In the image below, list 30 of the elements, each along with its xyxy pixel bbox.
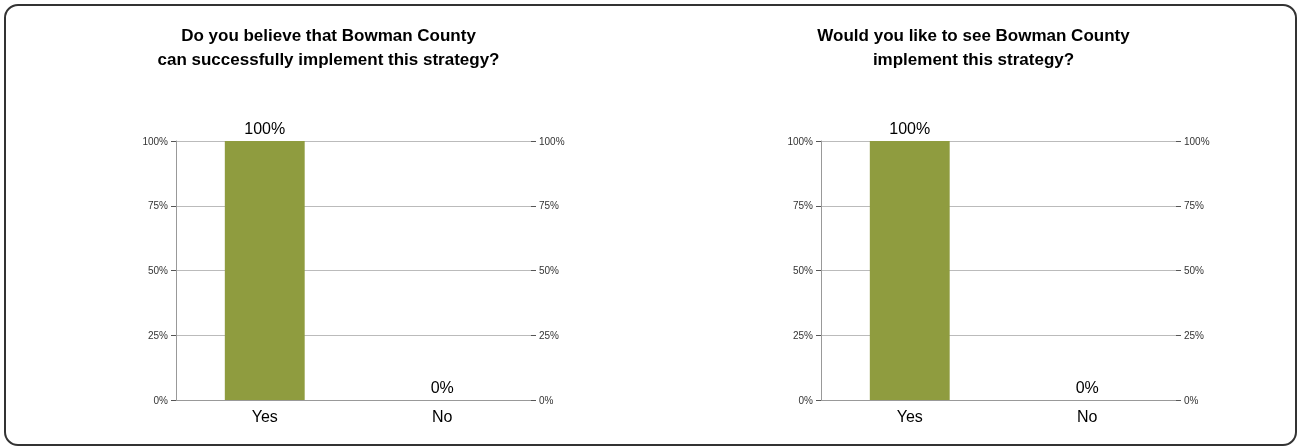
y2-tick-label: 75% [1183,200,1204,212]
y-tick-label: 0% [798,394,813,406]
chart-title: Do you believe that Bowman County can successfully implement this strategy? [157,25,500,69]
y-tick-label: 100% [786,135,813,147]
x-tick-label: Yes [896,407,923,425]
x-tick-label: No [432,407,453,425]
y2-tick-label: 0% [539,394,554,406]
y-tick-label: 25% [792,329,813,341]
data-label: 100% [888,119,930,137]
data-label: 0% [1075,378,1099,396]
y-tick-label: 75% [147,200,169,212]
x-tick-label: Yes [251,407,278,425]
y2-tick-label: 25% [539,329,560,341]
y2-tick-label: 100% [539,135,565,147]
y2-tick-label: 50% [539,265,560,276]
x-tick-label: No [1076,407,1098,425]
y-tick-label: 0% [153,394,169,406]
y-tick-label: 25% [147,329,169,341]
data-label: 100% [244,119,286,137]
chart-title: Would you like to see Bowman County implement this strategy? [816,25,1130,69]
y2-tick-label: 25% [1183,329,1204,341]
y-tick-label: 50% [147,265,169,276]
y-tick-label: 50% [792,265,813,276]
y-tick-label: 100% [142,135,169,147]
data-label: 0% [430,378,454,396]
y2-tick-label: 100% [1183,135,1210,147]
y-tick-label: 75% [792,200,813,212]
y2-tick-label: 75% [539,200,560,212]
y2-tick-label: 50% [1183,265,1204,276]
y2-tick-label: 0% [1183,394,1199,406]
